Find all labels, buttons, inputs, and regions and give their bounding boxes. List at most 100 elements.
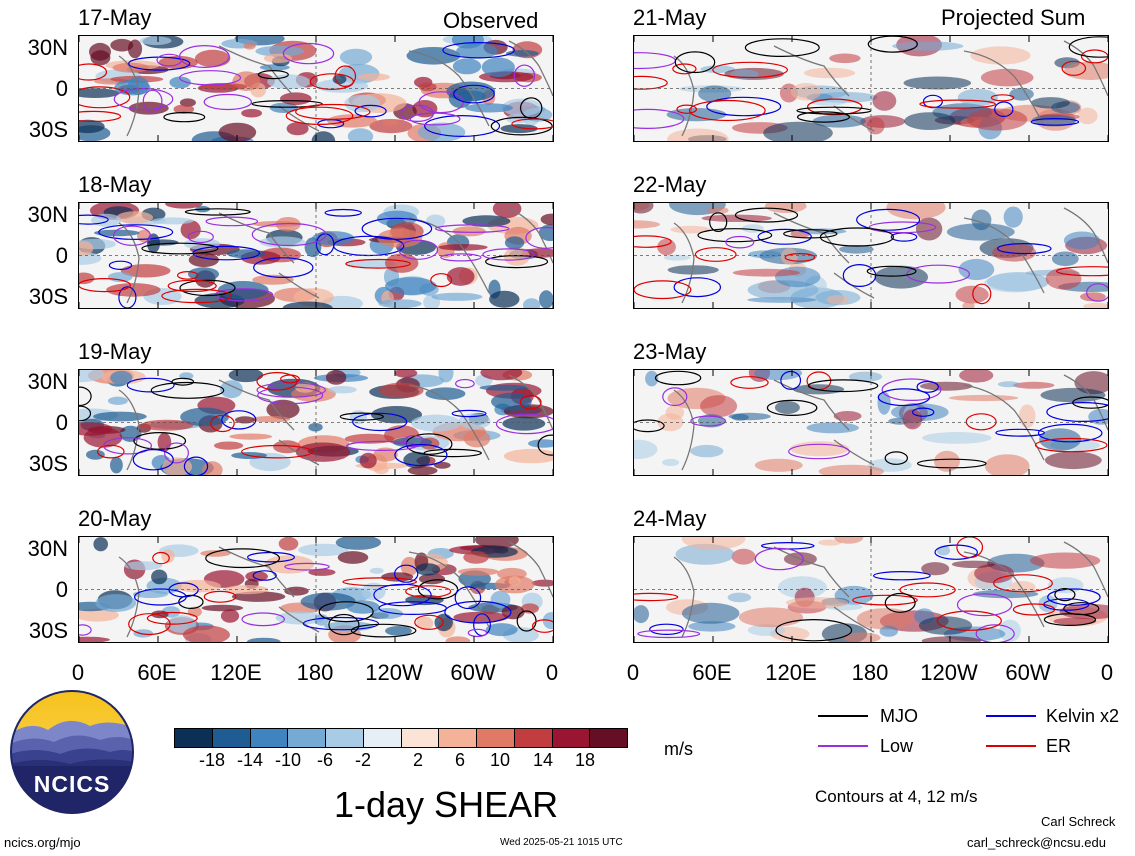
colorbar-swatch [477, 729, 515, 747]
wave-contour [295, 103, 371, 120]
shear-shading [754, 458, 803, 472]
shear-shading [151, 569, 168, 585]
colorbar-tick-label: -10 [274, 750, 302, 770]
shear-shading [731, 548, 756, 565]
shear-shading [373, 447, 398, 462]
shear-shading [503, 448, 553, 464]
shear-shading [308, 568, 336, 576]
shear-shading [311, 131, 336, 141]
shear-shading [501, 98, 542, 117]
shear-shading [347, 128, 374, 141]
wave-contour [352, 412, 408, 432]
coastline [278, 606, 320, 633]
shear-shading [1040, 387, 1106, 403]
shear-shading [406, 47, 461, 65]
shear-shading [418, 82, 437, 92]
shear-shading [848, 371, 883, 382]
shear-shading [327, 114, 378, 128]
shear-shading [229, 433, 273, 440]
coastline [278, 272, 320, 299]
coastline [278, 439, 320, 466]
shear-shading [95, 594, 137, 612]
wave-contour [532, 619, 553, 633]
wave-contour [251, 222, 327, 247]
shear-shading [235, 416, 255, 424]
coastline [1063, 374, 1108, 431]
wave-contour [79, 86, 131, 109]
lat-label-30n: 30N [27, 35, 68, 60]
wave-contour [807, 379, 879, 393]
wave-contour [205, 216, 259, 227]
shear-shading [259, 236, 306, 248]
wave-contour [424, 114, 501, 137]
wave-contour [251, 99, 323, 108]
shear-shading [810, 99, 846, 106]
wave-contour [79, 214, 109, 225]
shear-shading [1063, 231, 1100, 250]
shear-shading [829, 53, 861, 64]
coastline [833, 606, 875, 633]
shear-shading [833, 411, 862, 422]
shear-shading [1044, 451, 1102, 470]
shear-shading [451, 36, 484, 49]
coastline [963, 551, 1045, 628]
shear-shading [1059, 604, 1108, 620]
shear-shading [377, 228, 423, 248]
wave-contour [783, 229, 838, 239]
shear-shading [446, 267, 475, 286]
shear-shading [278, 537, 299, 551]
coastline [833, 105, 875, 132]
wave-contour [405, 433, 453, 455]
wave-contour [257, 69, 289, 80]
shear-shading [872, 91, 897, 111]
shear-shading [344, 94, 381, 113]
shear-shading [492, 203, 522, 218]
wave-contour [697, 228, 773, 243]
shear-shading [452, 226, 486, 237]
wave-contour [757, 228, 812, 245]
shear-shading [357, 73, 390, 81]
wave-contour [79, 110, 122, 122]
colorbar-tick-label: 18 [574, 750, 596, 770]
wave-contour [302, 616, 379, 631]
lon-label: 120W [365, 660, 423, 685]
shear-shading [475, 537, 519, 549]
shear-shading [308, 422, 323, 432]
shear-shading [922, 432, 992, 444]
wave-contour [205, 548, 281, 569]
shear-shading [325, 370, 347, 385]
wave-contour [513, 64, 536, 87]
wave-contour [516, 610, 537, 632]
shear-shading [634, 605, 649, 624]
shear-shading [385, 277, 437, 296]
wave-contour [866, 265, 917, 277]
wave-contour [899, 582, 956, 598]
wave-contour [454, 586, 482, 610]
wave-contour [975, 624, 1015, 642]
coastline [833, 272, 875, 299]
wave-contour [442, 41, 515, 59]
wave-contour [672, 63, 697, 75]
lon-label: 0 [545, 660, 559, 685]
wave-contour [766, 399, 818, 417]
shear-shading [946, 223, 1015, 241]
wave-contour [256, 372, 298, 391]
shear-shading [214, 441, 244, 450]
shear-shading [670, 225, 711, 234]
colorbar-tick-label: -18 [198, 750, 226, 770]
shear-shading [120, 264, 171, 278]
shear-shading [157, 432, 172, 452]
wave-contour [1043, 598, 1090, 611]
wave-contour [98, 224, 174, 240]
wave-contour [673, 277, 722, 298]
shear-shading [220, 609, 240, 623]
wave-contour [241, 612, 286, 627]
shear-shading [727, 592, 752, 603]
shear-shading [747, 624, 786, 636]
shear-shading [1048, 577, 1084, 594]
shear-shading [634, 220, 660, 229]
wave-contour [79, 63, 108, 81]
shear-shading [220, 380, 243, 399]
shear-shading [1003, 206, 1023, 228]
shear-shading [921, 636, 982, 642]
